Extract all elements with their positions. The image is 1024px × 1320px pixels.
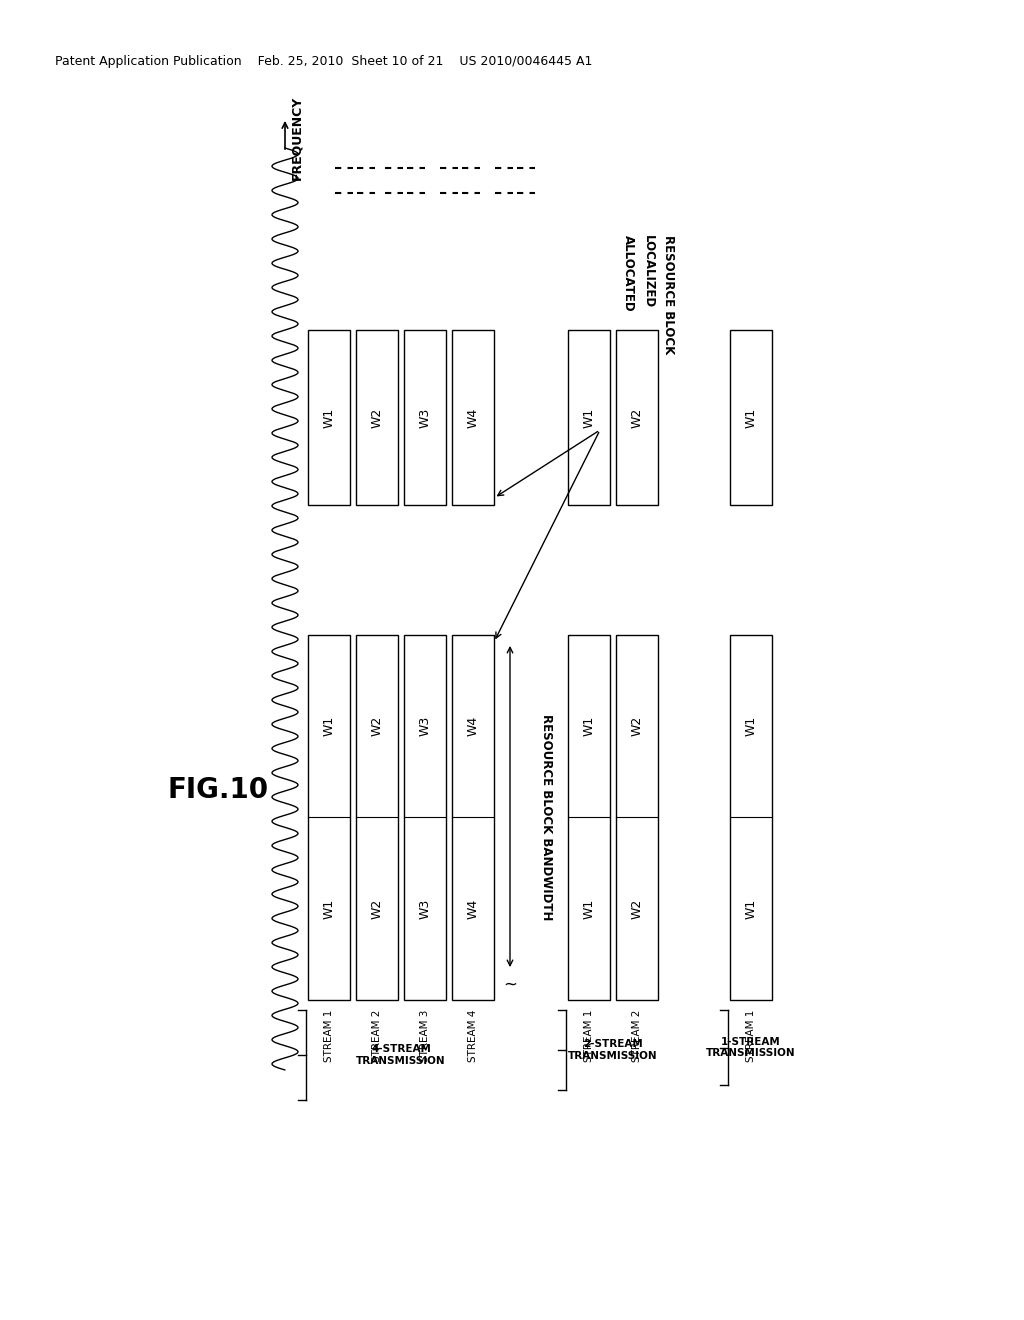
Text: Patent Application Publication    Feb. 25, 2010  Sheet 10 of 21    US 2010/00464: Patent Application Publication Feb. 25, … bbox=[55, 55, 592, 69]
Text: W1: W1 bbox=[583, 715, 596, 737]
Text: W4: W4 bbox=[467, 408, 479, 428]
Text: W3: W3 bbox=[419, 715, 431, 737]
Text: RESOURCE BLOCK: RESOURCE BLOCK bbox=[662, 235, 675, 354]
Text: STREAM 1: STREAM 1 bbox=[324, 1010, 334, 1063]
Text: W2: W2 bbox=[631, 408, 643, 428]
Text: ~: ~ bbox=[503, 975, 517, 994]
Bar bbox=[404, 635, 446, 1001]
Text: W1: W1 bbox=[583, 899, 596, 919]
Text: LOCALIZED: LOCALIZED bbox=[642, 235, 655, 308]
Bar bbox=[616, 330, 658, 506]
Text: STREAM 4: STREAM 4 bbox=[468, 1010, 478, 1063]
Bar bbox=[730, 330, 772, 506]
Text: STREAM 2: STREAM 2 bbox=[632, 1010, 642, 1063]
Bar bbox=[568, 635, 610, 1001]
Text: 2-STREAM
TRANSMISSION: 2-STREAM TRANSMISSION bbox=[568, 1039, 657, 1061]
Text: W1: W1 bbox=[323, 408, 336, 428]
Text: STREAM 1: STREAM 1 bbox=[584, 1010, 594, 1063]
Text: W3: W3 bbox=[419, 408, 431, 428]
Text: W1: W1 bbox=[583, 408, 596, 428]
Text: W2: W2 bbox=[631, 715, 643, 737]
Text: RESOURCE BLOCK BANDWIDTH: RESOURCE BLOCK BANDWIDTH bbox=[540, 714, 553, 920]
Text: W1: W1 bbox=[744, 899, 758, 919]
Bar bbox=[616, 635, 658, 1001]
Bar bbox=[356, 330, 398, 506]
Bar bbox=[404, 330, 446, 506]
Bar bbox=[452, 330, 494, 506]
Text: W4: W4 bbox=[467, 899, 479, 919]
Text: STREAM 3: STREAM 3 bbox=[420, 1010, 430, 1063]
Text: W2: W2 bbox=[631, 899, 643, 919]
Text: FREQUENCY: FREQUENCY bbox=[290, 96, 303, 180]
Text: W1: W1 bbox=[323, 899, 336, 919]
Bar bbox=[308, 635, 350, 1001]
Bar bbox=[452, 635, 494, 1001]
Text: W2: W2 bbox=[371, 408, 384, 428]
Bar bbox=[730, 635, 772, 1001]
Text: W1: W1 bbox=[744, 715, 758, 737]
Text: ALLOCATED: ALLOCATED bbox=[622, 235, 635, 312]
Text: W2: W2 bbox=[371, 899, 384, 919]
Text: W1: W1 bbox=[323, 715, 336, 737]
Text: 1-STREAM
TRANSMISSION: 1-STREAM TRANSMISSION bbox=[707, 1036, 796, 1059]
Bar bbox=[356, 635, 398, 1001]
Text: STREAM 1: STREAM 1 bbox=[746, 1010, 756, 1063]
Bar bbox=[308, 330, 350, 506]
Text: W2: W2 bbox=[371, 715, 384, 737]
Text: W3: W3 bbox=[419, 899, 431, 919]
Text: W1: W1 bbox=[744, 408, 758, 428]
Text: STREAM 2: STREAM 2 bbox=[372, 1010, 382, 1063]
Text: FIG.10: FIG.10 bbox=[168, 776, 269, 804]
Text: W4: W4 bbox=[467, 715, 479, 737]
Text: 4-STREAM
TRANSMISSION: 4-STREAM TRANSMISSION bbox=[356, 1044, 445, 1065]
Bar bbox=[568, 330, 610, 506]
